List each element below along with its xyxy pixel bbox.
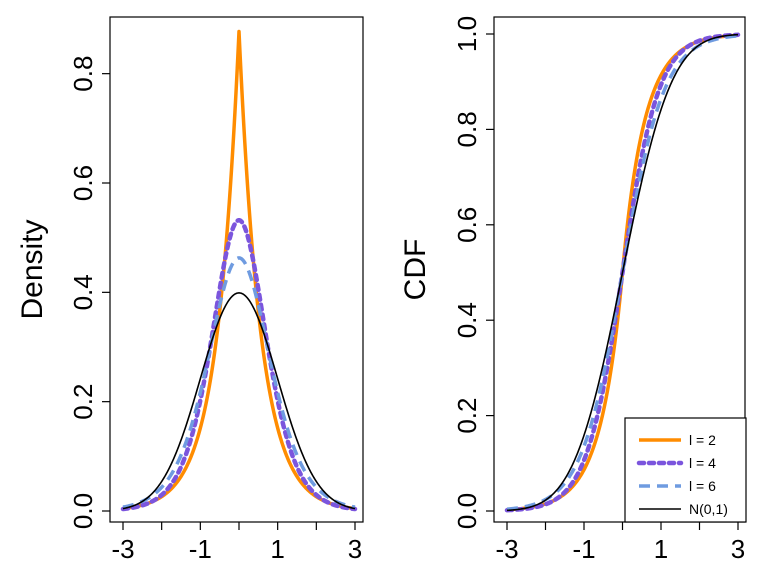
cdf-plot-frame <box>493 16 746 523</box>
cdf-xtick-label: 3 <box>731 534 745 564</box>
cdf-ytick-label: 0.2 <box>452 398 482 434</box>
legend-box <box>624 417 747 523</box>
cdf-ytick-label: 0.8 <box>452 111 482 147</box>
legend-label: l = 4 <box>689 455 716 471</box>
cdf-xtick-label: 1 <box>654 534 668 564</box>
density-xtick-label: -1 <box>189 534 212 564</box>
density-ytick-label: 0.2 <box>68 384 98 420</box>
density-ytick-label: 0.8 <box>68 56 98 92</box>
density-xtick-label: -3 <box>111 534 134 564</box>
density-ytick-label: 0.6 <box>68 165 98 201</box>
density-ytick-label: 0.0 <box>68 493 98 529</box>
legend-label: l = 6 <box>689 478 716 494</box>
cdf-ytick-label: 0.6 <box>452 207 482 243</box>
cdf-ytick-label: 0.0 <box>452 493 482 529</box>
density-xtick-label: 3 <box>348 534 362 564</box>
cdf-y-axis-title: CDF <box>399 239 432 301</box>
density-panel: -3 -1 1 3 0.0 0.2 0.4 0.6 0.8 Density <box>16 16 364 564</box>
legend-label: l = 2 <box>689 432 716 448</box>
cdf-xtick-label: -1 <box>572 534 595 564</box>
density-ytick-label: 0.4 <box>68 274 98 310</box>
cdf-series-line-n-0-1- <box>506 33 739 512</box>
density-series-line-n-0-1- <box>122 292 356 510</box>
cdf-ytick-label: 0.4 <box>452 302 482 338</box>
density-series-line-l-4 <box>120 217 358 512</box>
density-plot-frame <box>109 16 364 523</box>
legend: l = 2 l = 4 l = 6 N(0,1) <box>624 417 747 523</box>
cdf-ytick-label: 1.0 <box>452 16 482 52</box>
density-y-axis-title: Density <box>16 219 49 319</box>
cdf-xtick-label: -3 <box>495 534 518 564</box>
density-series-line-l-2 <box>121 29 357 511</box>
density-series-line-l-6 <box>121 256 357 509</box>
density-xtick-label: 1 <box>270 534 284 564</box>
legend-label: N(0,1) <box>689 501 728 517</box>
